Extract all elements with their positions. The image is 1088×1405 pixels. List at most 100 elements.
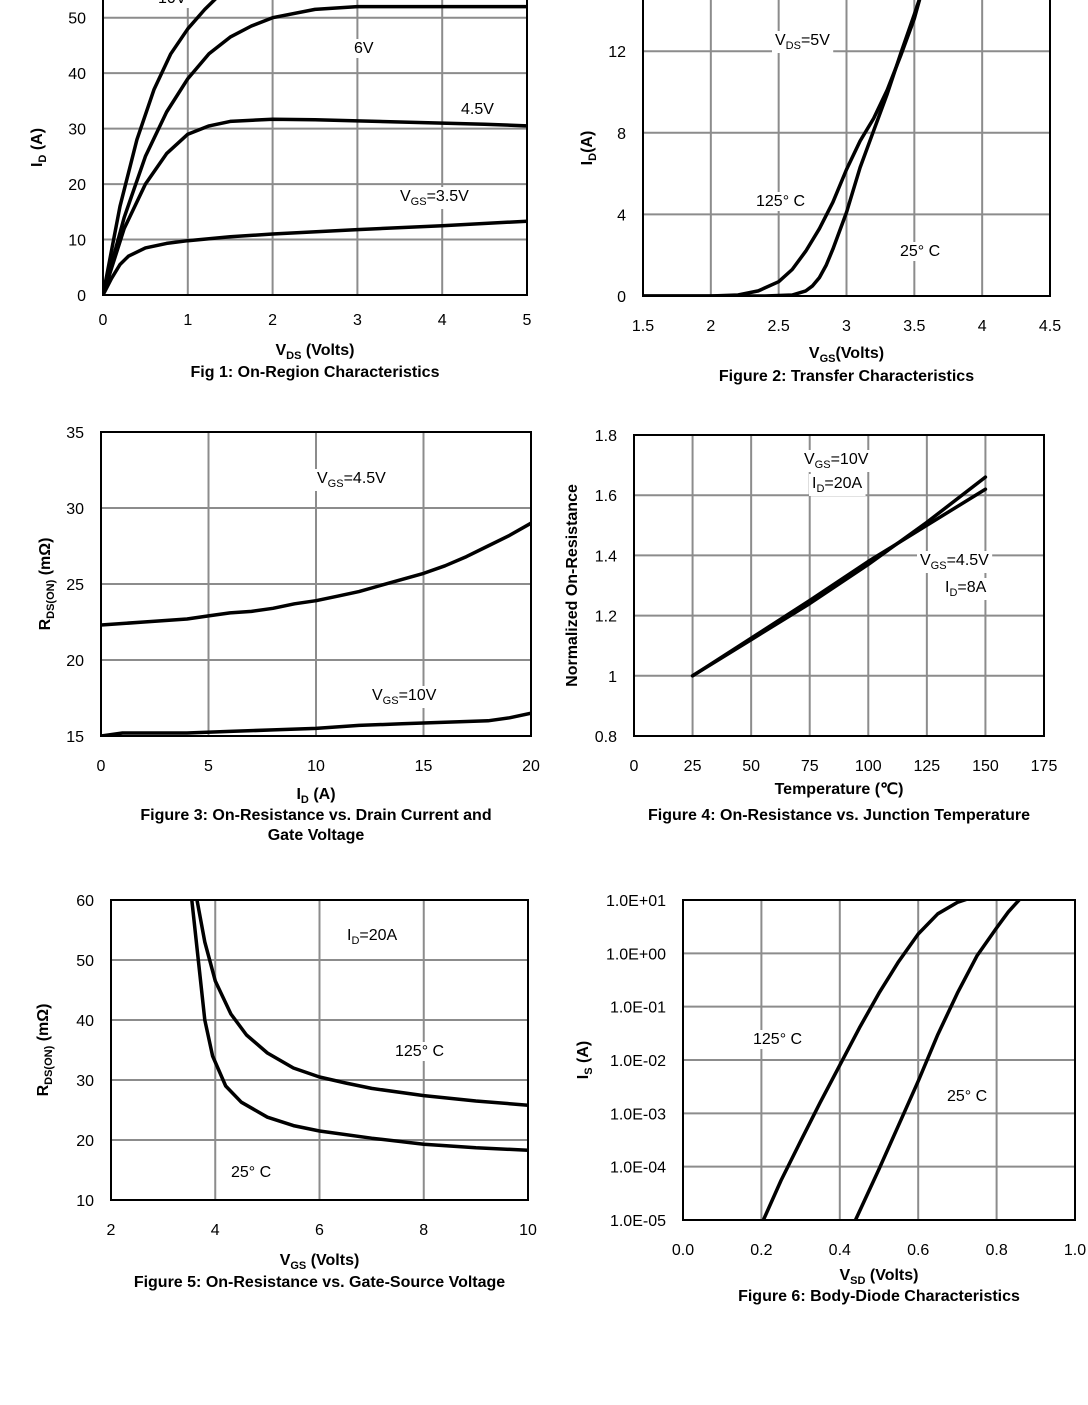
x-tick-label: 15 xyxy=(415,758,433,775)
annotation-label: VGS=10V xyxy=(372,687,437,707)
x-tick-label: 50 xyxy=(742,758,760,775)
annotations: 125° C 25° C xyxy=(750,1030,991,1106)
figure-caption: Figure 5: On-Resistance vs. Gate-Source … xyxy=(134,1274,505,1291)
x-tick-label: 1 xyxy=(183,312,192,329)
y-axis-label: RDS(ON) (mΩ) xyxy=(35,1004,55,1097)
annotations: ID=20A 125° C 25° C xyxy=(228,926,448,1182)
y-tick-label: 0.8 xyxy=(595,729,617,746)
x-tick-label: 3 xyxy=(842,318,851,335)
annotation-label: ID=8A xyxy=(945,579,987,599)
annotation-background xyxy=(753,192,809,211)
x-axis-label: VDS (Volts) xyxy=(276,342,355,362)
x-tick-label: 25 xyxy=(684,758,702,775)
plot-frame xyxy=(110,899,529,1201)
annotation-label: 10V xyxy=(158,0,187,7)
figure-caption: Gate Voltage xyxy=(268,827,365,844)
annotation-label: 25° C xyxy=(947,1088,987,1105)
y-tick-label: 20 xyxy=(76,1133,94,1150)
y-tick-label: 1.6 xyxy=(595,488,617,505)
annotations: 10V 6V 4.5V VGS=3.5V xyxy=(155,0,498,209)
figure-caption: Figure 4: On-Resistance vs. Junction Tem… xyxy=(648,807,1030,824)
x-tick-label: 4 xyxy=(438,312,447,329)
series-line-1 xyxy=(761,900,971,1220)
annotation-label: 25° C xyxy=(231,1164,271,1181)
series-line-1 xyxy=(101,521,531,627)
y-tick-label: 20 xyxy=(68,177,86,194)
annotation-background xyxy=(897,242,944,261)
annotation-background xyxy=(155,0,190,8)
y-tick-label: 10 xyxy=(68,233,86,250)
y-axis-label: RDS(ON) (mΩ) xyxy=(37,538,57,631)
y-axis-label: IS (A) xyxy=(575,1041,595,1079)
chart-6: 125° C 25° C 0.0 0.2 0.4 0.6 0.8 1.0 1.0E-05 1.0E… xyxy=(575,893,1086,1305)
figure-caption: Fig 1: On-Region Characteristics xyxy=(191,364,440,381)
series-line-2 xyxy=(853,900,1022,1220)
x-tick-label: 2 xyxy=(706,318,715,335)
y-tick-label: 0 xyxy=(617,289,626,306)
x-tick-label: 150 xyxy=(972,758,999,775)
annotation-background xyxy=(397,187,473,209)
y-tick-label: 25 xyxy=(66,577,84,594)
annotations: VGS=4.5V VGS=10V xyxy=(314,469,440,708)
x-tick-label: 10 xyxy=(519,1222,537,1239)
x-tick-label: 0.4 xyxy=(829,1242,851,1259)
figure-caption: Figure 2: Transfer Characteristics xyxy=(719,368,974,385)
y-tick-label: 1.0E+00 xyxy=(606,946,666,963)
x-tick-label: 1.5 xyxy=(632,318,654,335)
series-line-3 xyxy=(103,117,527,295)
y-tick-label: 1 xyxy=(608,669,617,686)
x-tick-label: 0 xyxy=(99,312,108,329)
y-tick-label: 0 xyxy=(77,288,86,305)
x-tick-label: 1.0 xyxy=(1064,1242,1086,1259)
y-tick-label: 30 xyxy=(68,122,86,139)
annotations: VGS=10V ID=20A VGS=4.5V ID=8A xyxy=(801,450,993,600)
x-axis-label: VGS(Volts) xyxy=(809,345,884,365)
x-tick-label: 3 xyxy=(353,312,362,329)
annotation-label: ID=20A xyxy=(347,927,398,947)
annotation-label: ID=20A xyxy=(812,475,863,495)
annotation-background xyxy=(944,1087,991,1106)
annotation-background xyxy=(314,469,390,491)
series-line-2 xyxy=(190,900,528,1152)
annotation-background xyxy=(809,474,866,496)
x-tick-label: 20 xyxy=(522,758,540,775)
annotation-background xyxy=(344,926,401,948)
x-axis-label: VGS (Volts) xyxy=(280,1252,360,1272)
y-tick-label: 1.0E-04 xyxy=(610,1160,666,1177)
annotations: VDS=5V 125° C 25° C xyxy=(753,31,944,261)
x-tick-label: 2.5 xyxy=(768,318,790,335)
series-line-2 xyxy=(103,4,527,295)
annotation-label: 25° C xyxy=(900,243,940,260)
x-tick-label: 10 xyxy=(307,758,325,775)
series-line-1 xyxy=(103,0,217,295)
plot-frame xyxy=(102,0,528,296)
y-tick-label: 1.4 xyxy=(595,548,617,565)
x-tick-label: 125 xyxy=(914,758,941,775)
y-tick-label: 40 xyxy=(76,1013,94,1030)
annotation-label: 4.5V xyxy=(461,101,494,118)
y-tick-label: 30 xyxy=(66,501,84,518)
x-tick-label: 6 xyxy=(315,1222,324,1239)
x-tick-label: 0.0 xyxy=(672,1242,694,1259)
y-tick-label: 20 xyxy=(66,653,84,670)
y-axis-label: ID(A) xyxy=(579,131,599,166)
chart-4: VGS=10V ID=20A VGS=4.5V ID=8A 0 25 50 75 100 125 1… xyxy=(564,428,1057,824)
annotation-label: 6V xyxy=(354,40,374,57)
x-tick-label: 2 xyxy=(107,1222,116,1239)
annotation-label: VGS=3.5V xyxy=(400,188,469,208)
x-axis-label: Temperature (℃) xyxy=(775,781,904,798)
y-tick-label: 30 xyxy=(76,1073,94,1090)
y-tick-label: 1.0E-01 xyxy=(610,1000,666,1017)
plot-frame xyxy=(642,0,1051,297)
y-axis-label: ID (A) xyxy=(29,128,49,167)
annotation-label: VGS=10V xyxy=(804,451,869,471)
y-tick-label: 1.0E-05 xyxy=(610,1213,666,1230)
plot-frame xyxy=(682,899,1076,1221)
annotation-label: 125° C xyxy=(756,193,805,210)
series-line-2 xyxy=(643,0,921,296)
y-tick-label: 10 xyxy=(76,1193,94,1210)
figure-caption: Figure 3: On-Resistance vs. Drain Curren… xyxy=(140,807,491,824)
y-tick-label: 50 xyxy=(76,953,94,970)
